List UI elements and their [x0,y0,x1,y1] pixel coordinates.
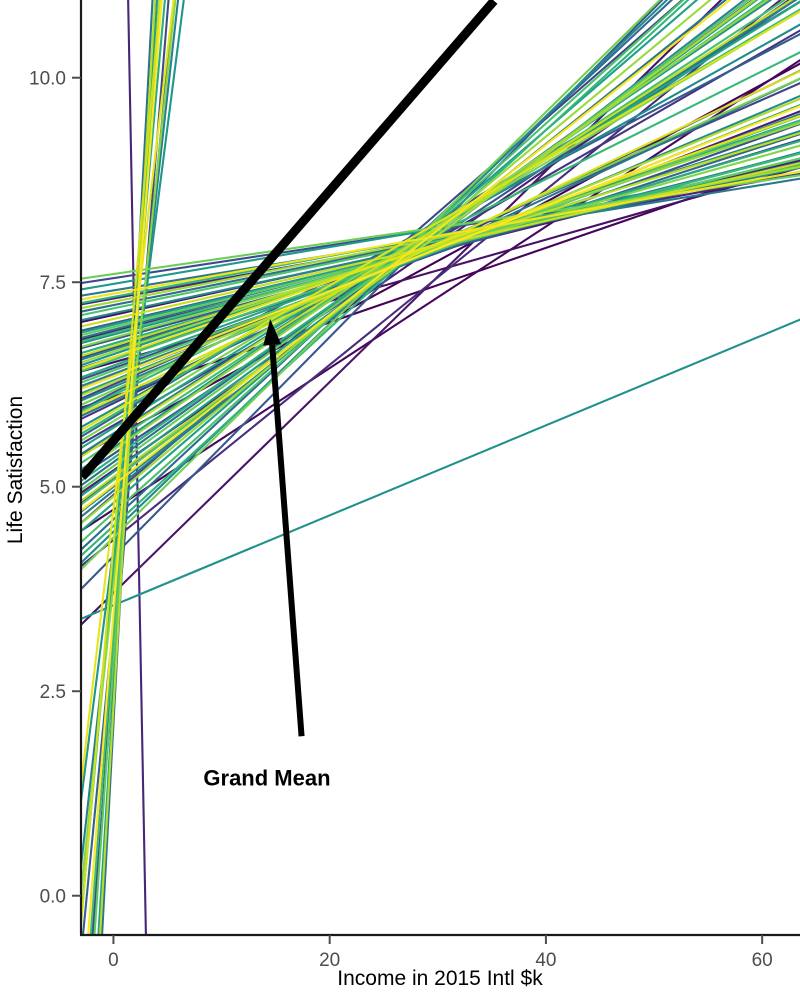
y-tick-label: 5.0 [40,478,66,499]
regression-line [81,0,756,503]
regression-line [81,0,662,571]
regression-line [81,162,800,328]
regression-line [81,0,685,544]
axes-group: 0.0 2.5 5.0 7.5 10.0 0 20 40 60 [29,0,800,971]
annotation-arrow-shaft [269,344,305,737]
regression-line [81,0,712,525]
x-axis-title: Income in 2015 Intl $k [337,967,543,990]
annotation-group: Grand Mean [203,319,331,790]
grand-mean-group [81,0,498,480]
regression-line [81,0,732,512]
y-tick-label: 10.0 [29,69,66,90]
y-tick-label: 7.5 [40,273,66,294]
y-axis-title: Life Satisfaction [4,396,27,544]
grand-mean-annotation-label: Grand Mean [203,765,330,790]
x-tick-label: 20 [319,950,340,971]
y-tick-label: 0.0 [40,887,66,908]
regression-line [81,170,800,301]
plot-panel-background [81,0,800,935]
x-tick-label: 0 [108,950,119,971]
y-tick-label: 2.5 [40,682,66,703]
x-tick-label: 60 [752,950,773,971]
regression-line [81,0,794,459]
x-tick-label: 40 [535,950,556,971]
regression-line [81,114,800,384]
annotation-arrow-head [263,319,282,346]
grand-mean-line [81,0,498,480]
regression-line [81,318,800,620]
regression-line [81,114,800,370]
regression-line [81,10,800,432]
